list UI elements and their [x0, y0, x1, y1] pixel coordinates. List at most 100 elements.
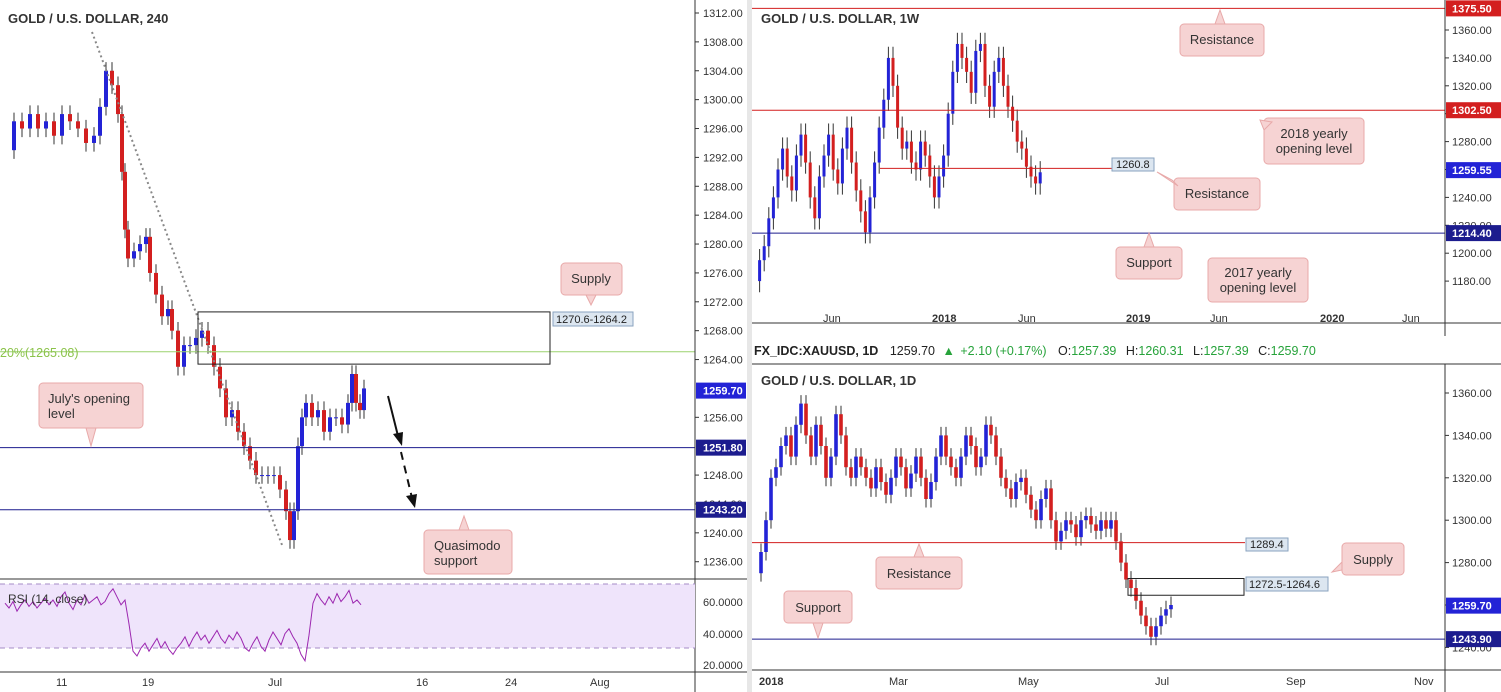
callout-support: Support	[1115, 231, 1183, 280]
candle	[154, 272, 158, 295]
panel-separator[interactable]	[747, 0, 752, 692]
chart-title-weekly: GOLD / U.S. DOLLAR, 1W	[761, 11, 920, 26]
candle	[974, 50, 978, 93]
candle	[904, 467, 908, 489]
candle	[978, 43, 982, 51]
candle	[859, 456, 863, 468]
price-tick: 1272.00	[703, 297, 743, 309]
svg-text:1280.00: 1280.00	[1452, 137, 1492, 149]
supply-zone-daily[interactable]	[1127, 578, 1245, 596]
candle	[1144, 615, 1148, 627]
callout-supply: Supply	[560, 262, 623, 307]
candle	[188, 345, 192, 347]
candle	[969, 435, 973, 446]
candle	[1038, 172, 1042, 184]
svg-text:1259.55: 1259.55	[1452, 165, 1492, 177]
candle	[242, 431, 246, 447]
candle	[764, 520, 768, 552]
supply-zone-label-box	[552, 311, 634, 327]
chart-4h-panel[interactable]: 20%(1265.08) 1270.6-1264.2 Supply July's…	[0, 0, 747, 692]
price-tick: 1308.00	[703, 37, 743, 49]
candle	[955, 43, 959, 72]
svg-text:Resistance: Resistance	[1190, 32, 1254, 47]
candle	[304, 402, 308, 418]
candle	[288, 511, 292, 541]
candle	[928, 155, 932, 177]
chart-daily-panel[interactable]: FX_IDC:XAUUSD, 1D 1259.70 ▲ +2.10 (+0.17…	[752, 336, 1501, 692]
candle	[182, 345, 186, 367]
candle	[292, 511, 296, 541]
candle	[260, 475, 264, 477]
svg-text:1214.40: 1214.40	[1452, 228, 1492, 240]
callout-july-text: July's opening	[48, 391, 130, 406]
candle	[844, 435, 848, 468]
candle	[899, 456, 903, 468]
candle	[1054, 520, 1058, 542]
price-tag: 1243.20	[703, 505, 743, 517]
svg-text:11: 11	[56, 677, 67, 689]
candle	[278, 475, 282, 490]
candle	[170, 309, 174, 331]
price-tick: 1304.00	[703, 66, 743, 78]
candle	[884, 482, 888, 495]
svg-text:May: May	[1018, 676, 1039, 688]
candle	[1074, 524, 1078, 538]
candle	[126, 229, 130, 259]
candle	[316, 410, 320, 418]
candle	[994, 435, 998, 457]
candle	[776, 169, 780, 198]
candle	[1154, 626, 1158, 637]
candle	[808, 162, 812, 198]
price-tick: 1268.00	[703, 326, 743, 338]
candle	[896, 85, 900, 128]
chart-4h-svg: 20%(1265.08) 1270.6-1264.2 Supply July's…	[0, 0, 747, 692]
price-tick: 1276.00	[703, 268, 743, 280]
candle	[868, 197, 872, 233]
candle	[937, 176, 941, 198]
candle	[891, 57, 895, 86]
candle	[60, 114, 64, 136]
candle	[819, 424, 823, 446]
candle	[882, 99, 886, 128]
candle	[212, 345, 216, 367]
candle	[362, 388, 366, 411]
candle	[909, 473, 913, 489]
svg-text:Support: Support	[795, 600, 841, 615]
candle	[116, 85, 120, 115]
chart-weekly-panel[interactable]: 1260.8 Resistance 2018 yearly opening le…	[752, 0, 1501, 336]
candle	[779, 446, 783, 468]
candle	[794, 424, 798, 457]
price-tick: 1288.00	[703, 181, 743, 193]
candle	[954, 467, 958, 478]
candles-4h	[12, 62, 366, 549]
candle	[36, 114, 40, 129]
svg-text:Support: Support	[1126, 255, 1172, 270]
candle	[946, 113, 950, 156]
candle	[1069, 520, 1073, 525]
candle	[334, 417, 338, 419]
candles-weekly	[758, 32, 1042, 293]
candle	[1024, 148, 1028, 167]
svg-text:opening level: opening level	[1220, 280, 1297, 295]
candle	[1004, 477, 1008, 489]
svg-text:2018: 2018	[932, 313, 956, 325]
candle	[1034, 176, 1038, 184]
price-axis-daily: 1360.001340.001320.001300.001280.001260.…	[1445, 388, 1492, 654]
candle	[813, 197, 817, 219]
candle	[1084, 515, 1088, 521]
candle	[879, 467, 883, 483]
callout-resistance-daily: Resistance	[875, 542, 963, 590]
svg-text:1340.00: 1340.00	[1452, 53, 1492, 65]
candle	[1094, 524, 1098, 531]
svg-text:Aug: Aug	[590, 677, 610, 689]
candle	[1020, 141, 1024, 149]
candle	[877, 127, 881, 163]
candle	[762, 246, 766, 261]
candle	[123, 171, 127, 230]
candle	[959, 456, 963, 478]
rsi-tick: 20.0000	[703, 660, 743, 672]
supply-zone-4h[interactable]	[197, 311, 551, 365]
time-axis-daily: 2018 Mar May Jul Sep Nov	[759, 676, 1434, 688]
svg-text:2018 yearly: 2018 yearly	[1280, 126, 1348, 141]
candle	[1029, 494, 1033, 510]
